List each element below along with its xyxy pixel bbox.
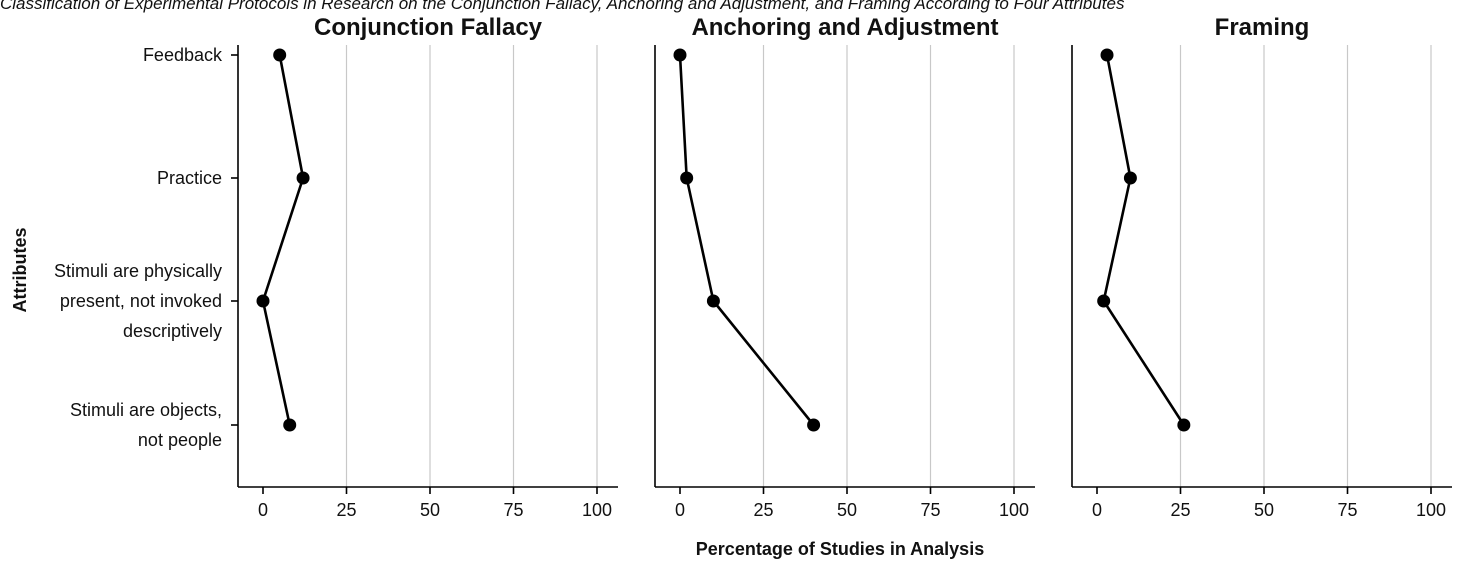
data-point xyxy=(680,171,694,185)
y-axis-category-labels: Feedback Practice Stimuli are physically pr… xyxy=(54,45,223,450)
data-point xyxy=(296,171,310,185)
x-tick-label: 100 xyxy=(582,500,612,520)
panel-title: Conjunction Fallacy xyxy=(314,14,543,41)
x-tick-label: 0 xyxy=(258,500,268,520)
series-line xyxy=(1102,54,1185,426)
x-axis-label: Percentage of Studies in Analysis xyxy=(696,539,984,559)
data-point xyxy=(807,418,821,432)
y-tick-label: Stimuli are physically xyxy=(54,261,222,281)
data-point xyxy=(706,294,720,308)
x-tick-label: 50 xyxy=(420,500,440,520)
x-tick-label: 100 xyxy=(1416,500,1446,520)
data-point xyxy=(283,418,297,432)
data-point xyxy=(273,48,287,62)
x-tick-label: 75 xyxy=(1337,500,1357,520)
x-tick-label: 75 xyxy=(920,500,940,520)
y-tick-label: Practice xyxy=(157,168,222,188)
y-tick-label: not people xyxy=(138,430,222,450)
x-tick-label: 0 xyxy=(1092,500,1102,520)
panel-1: 0 25 50 75 100 Conjunction Fallacy xyxy=(231,14,618,520)
data-point xyxy=(673,48,687,62)
series-line xyxy=(678,54,815,426)
y-tick-label: Feedback xyxy=(143,45,223,65)
data-point xyxy=(1097,294,1111,308)
chart-panels: 0 25 50 75 100 Conjunction Fallacy 0 25 50 75 100 A… xyxy=(231,14,1452,520)
x-tick-label: 25 xyxy=(1170,500,1190,520)
data-point xyxy=(1100,48,1114,62)
figure-caption: Classification of Experimental Protocols… xyxy=(0,0,1125,13)
series-line xyxy=(261,54,305,426)
x-tick-label: 50 xyxy=(1254,500,1274,520)
x-tick-label: 50 xyxy=(837,500,857,520)
x-tick-label: 0 xyxy=(675,500,685,520)
data-point xyxy=(1177,418,1191,432)
panel-2: 0 25 50 75 100 Anchoring and Adjustment xyxy=(654,14,1035,520)
y-tick-label: present, not invoked xyxy=(60,291,222,311)
x-tick-label: 25 xyxy=(753,500,773,520)
y-tick-label: descriptively xyxy=(123,321,222,341)
panel-title: Anchoring and Adjustment xyxy=(691,14,998,41)
y-tick-label: Stimuli are objects, xyxy=(70,400,222,420)
data-point xyxy=(256,294,270,308)
x-tick-label: 75 xyxy=(503,500,523,520)
x-tick-label: 25 xyxy=(336,500,356,520)
y-axis-label: Attributes xyxy=(10,228,30,313)
x-tick-label: 100 xyxy=(999,500,1029,520)
data-point xyxy=(1123,171,1137,185)
panel-title: Framing xyxy=(1215,14,1310,41)
panel-3: 0 25 50 75 100 Framing xyxy=(1071,14,1452,520)
